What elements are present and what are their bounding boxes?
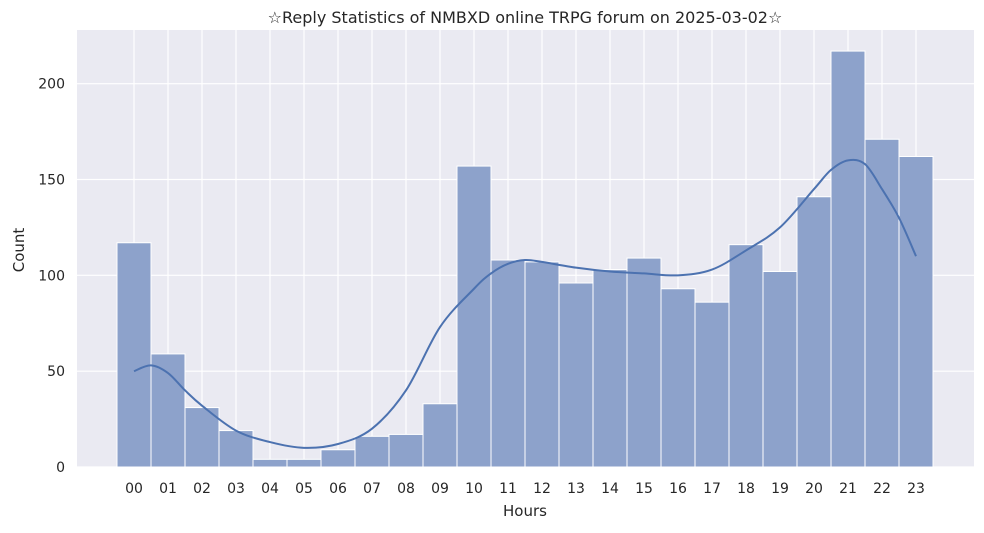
y-tick-labels: 0 50 100 150 200 [38,77,65,476]
bar-01 [150,353,186,468]
bar-22 [864,138,900,468]
bars [116,50,934,468]
x-tick-label: 11 [499,481,517,497]
x-tick-label: 16 [669,481,687,497]
x-tick-label: 01 [159,481,177,497]
bar-11 [490,259,526,468]
x-tick-label: 05 [295,481,313,497]
bar-17 [694,301,730,468]
x-tick-label: 08 [397,481,415,497]
bar-21 [830,50,866,468]
bar-13 [558,282,594,468]
x-tick-label: 19 [771,481,789,497]
bar-05 [286,458,322,468]
bar-23 [898,156,934,468]
y-tick-label: 100 [38,268,65,284]
x-tick-label: 13 [567,481,585,497]
bar-03 [218,430,254,468]
x-tick-label: 18 [737,481,755,497]
bar-19 [762,271,798,468]
x-axis-label: Hours [503,502,547,520]
bar-15 [626,257,662,468]
x-tick-label: 12 [533,481,551,497]
bar-14 [592,269,628,468]
x-tick-label: 04 [261,481,279,497]
bar-16 [660,288,696,468]
x-tick-label: 10 [465,481,483,497]
x-tick-label: 22 [873,481,891,497]
bar-20 [796,196,832,468]
x-tick-label: 03 [227,481,245,497]
x-tick-label: 20 [805,481,823,497]
x-tick-label: 17 [703,481,721,497]
x-tick-label: 06 [329,481,347,497]
x-tick-label: 14 [601,481,619,497]
y-tick-label: 200 [38,77,65,93]
bar-12 [524,261,560,468]
bar-02 [184,407,220,468]
y-tick-label: 0 [56,460,65,476]
x-tick-label: 15 [635,481,653,497]
bar-09 [422,403,458,468]
bar-10 [456,165,492,468]
y-tick-label: 150 [38,173,65,189]
x-tick-label: 09 [431,481,449,497]
bar-04 [252,458,288,468]
bar-06 [320,449,356,468]
x-tick-label: 21 [839,481,857,497]
kde-line [133,158,917,449]
bar-07 [354,435,390,468]
y-axis-label: Count [10,228,28,273]
x-tick-label: 00 [125,481,143,497]
chart-title: ☆Reply Statistics of NMBXD online TRPG f… [268,8,783,27]
x-tick-labels: 00 01 02 03 04 05 06 07 08 09 10 11 12 13 14 15 16 17 18 19… [125,481,925,497]
x-tick-label: 23 [907,481,925,497]
x-tick-label: 07 [363,481,381,497]
x-tick-label: 02 [193,481,211,497]
bar-18 [728,244,764,468]
bar-00 [116,242,152,468]
bar-08 [388,433,424,468]
y-tick-label: 50 [47,364,65,380]
